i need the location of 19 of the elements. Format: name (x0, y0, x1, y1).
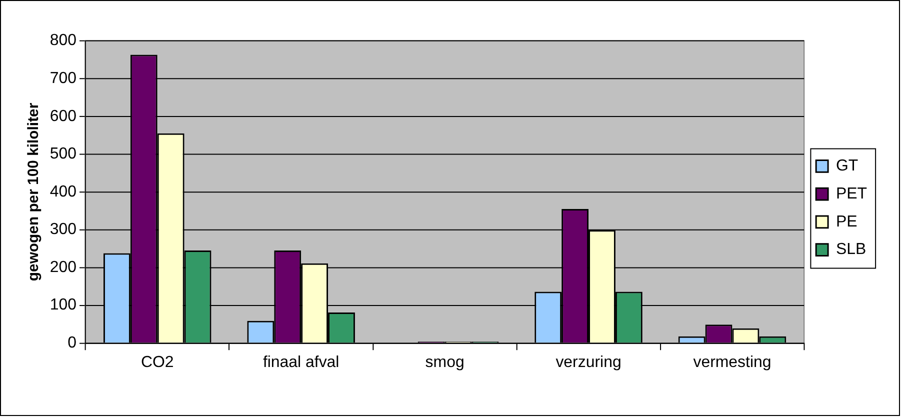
y-tick-label: 700 (50, 70, 77, 87)
y-tick-label: 300 (50, 221, 77, 238)
y-tick-label: 100 (50, 296, 77, 314)
legend-label: SLB (836, 241, 866, 258)
y-tick-label: 200 (50, 258, 77, 276)
y-tick-label: 500 (50, 146, 77, 163)
x-tick-label: verzuring (556, 354, 622, 372)
y-tick-label: 400 (50, 183, 77, 200)
y-tick-label: 600 (50, 108, 77, 125)
x-tick-label: vermesting (693, 354, 772, 372)
x-tick-label: CO2 (140, 354, 174, 372)
legend-label: GT (836, 158, 858, 175)
y-axis-title: gewogen per 100 kiloliter (25, 102, 42, 282)
y-tick-label: 0 (68, 334, 77, 352)
legend-label: PET (836, 185, 868, 202)
legend-label: PE (836, 213, 858, 230)
y-tick-label: 800 (50, 32, 77, 50)
x-tick-label: smog (425, 354, 464, 372)
x-tick-label: finaal afval (262, 354, 340, 372)
